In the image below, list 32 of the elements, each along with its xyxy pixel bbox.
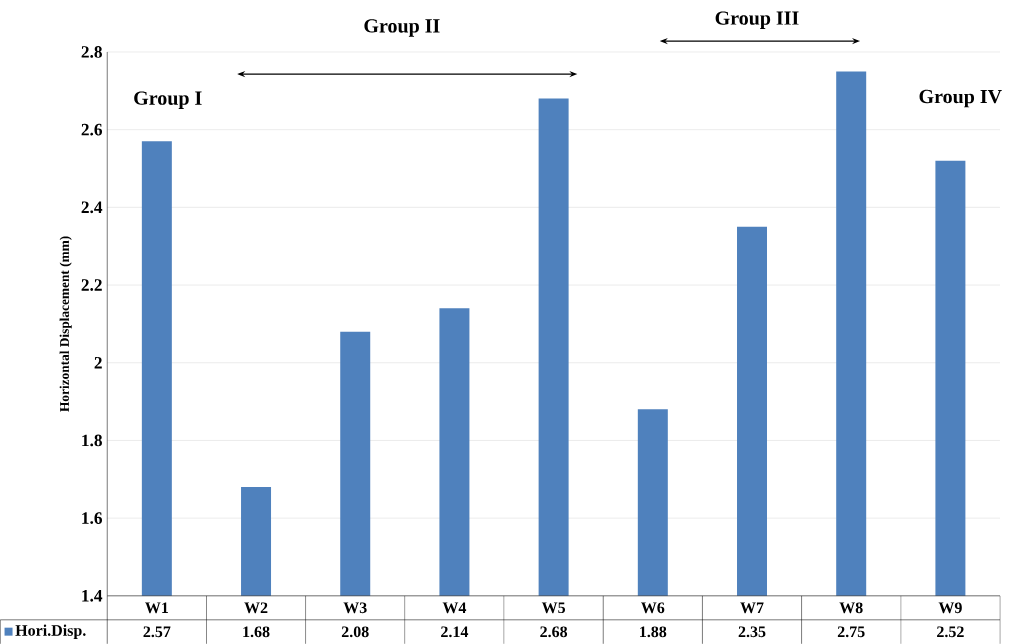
data-label: 1.88 <box>640 626 667 638</box>
data-label: 2.75 <box>837 626 865 638</box>
x-tick-label: W7 <box>740 602 764 614</box>
x-tick-label: W9 <box>938 602 962 614</box>
data-label: 2.57 <box>143 626 171 638</box>
annotation: Group IV <box>919 89 1002 108</box>
y-tick-label: 2.6 <box>81 123 103 136</box>
text: Group II <box>364 19 440 37</box>
y-tick-label: 2.2 <box>81 279 102 291</box>
x-tick-label: W6 <box>641 602 665 614</box>
legend-label: Hori.Disp. <box>15 624 86 640</box>
y-axis-title: Horizontal Displacement (mm) <box>59 236 72 412</box>
data-label: 2.35 <box>738 626 766 638</box>
data-label: 2.68 <box>540 626 568 638</box>
text: Group III <box>715 11 799 29</box>
data-label: 2.08 <box>341 626 369 638</box>
x-tick-label: W8 <box>839 602 863 614</box>
annotation: Group I <box>134 91 202 109</box>
x-tick-label: W1 <box>145 602 169 614</box>
data-label: 2.52 <box>937 626 964 638</box>
y-tick-label: 2.4 <box>81 201 103 214</box>
y-tick-label: 1.4 <box>82 589 103 602</box>
x-tick-label: W4 <box>442 602 467 614</box>
y-tick-label: 2 <box>94 356 102 369</box>
y-tick-label: 1.6 <box>82 512 103 524</box>
x-tick-label: W3 <box>343 602 367 614</box>
data-label: 1.68 <box>243 626 270 638</box>
y-tick-label: 2.8 <box>81 46 102 58</box>
x-tick-label: W5 <box>541 602 566 614</box>
y-tick-label: 1.8 <box>82 434 102 447</box>
x-tick-label: W2 <box>244 602 268 614</box>
data-label: 2.14 <box>441 626 469 638</box>
